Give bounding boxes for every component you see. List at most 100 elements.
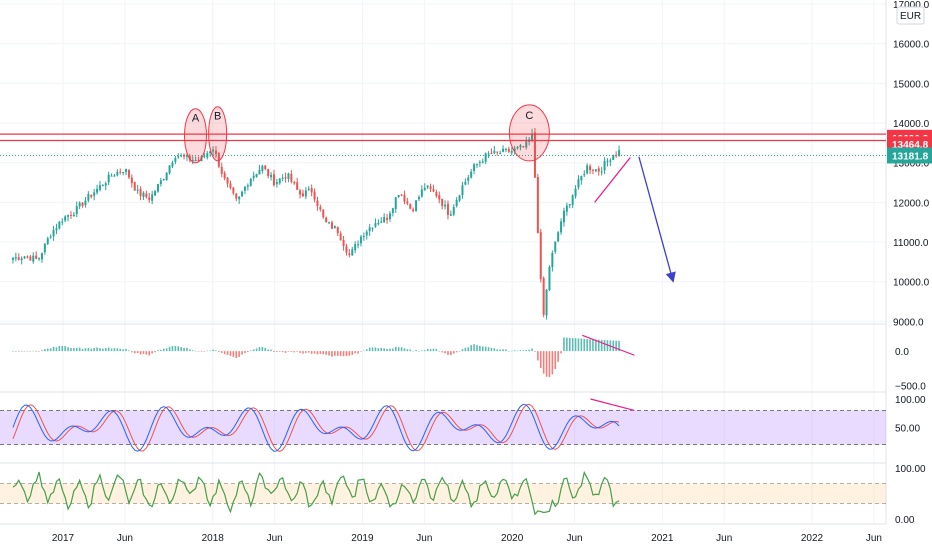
momentum-bar	[151, 351, 153, 354]
candle-body	[168, 165, 171, 174]
candle-body	[586, 165, 589, 174]
candle-body	[209, 151, 212, 154]
time-axis-tick-label: 2018	[202, 533, 225, 544]
candle-body	[548, 266, 551, 291]
momentum-bar	[423, 350, 426, 352]
candle-body	[72, 214, 75, 217]
momentum-bar	[612, 340, 615, 352]
momentum-bar	[316, 351, 319, 355]
candle-body	[104, 183, 107, 186]
momentum-bar	[133, 351, 136, 354]
momentum-bar	[577, 338, 580, 352]
candle-body	[560, 221, 563, 233]
candle-body	[145, 193, 148, 197]
candle-body	[470, 171, 473, 178]
candle-body	[90, 195, 93, 197]
momentum-bar	[334, 351, 336, 356]
momentum-bar	[84, 348, 87, 352]
candle-body	[212, 149, 215, 152]
momentum-bar	[209, 350, 211, 352]
candle-body	[142, 192, 145, 198]
momentum-bar	[32, 350, 35, 352]
momentum-bar	[348, 351, 351, 356]
momentum-bar	[197, 351, 200, 352]
support-trendline	[594, 157, 631, 203]
candle-body	[35, 255, 38, 259]
candle-body	[122, 171, 125, 174]
momentum-bar	[93, 347, 95, 352]
momentum-bar	[174, 346, 177, 352]
candle-body	[612, 155, 615, 161]
candle-body	[574, 188, 577, 197]
momentum-bar	[55, 347, 58, 352]
momentum-bar	[67, 347, 69, 352]
candle-body	[64, 216, 67, 221]
candle-body	[351, 249, 354, 256]
candle-body	[29, 256, 32, 261]
candle-body	[557, 232, 560, 242]
momentum-bar	[186, 347, 188, 352]
candle-body	[310, 188, 313, 193]
candle-body	[499, 152, 502, 154]
candle-body	[415, 200, 418, 211]
candle-body	[429, 186, 432, 189]
candle-body	[513, 148, 516, 152]
momentum-bar	[597, 339, 600, 352]
annotation-label-c: C	[525, 110, 533, 122]
momentum-bar	[467, 347, 470, 352]
momentum-bar	[595, 339, 597, 352]
momentum-bar	[305, 351, 307, 353]
candle-body	[249, 178, 252, 187]
currency-selector[interactable]: EUR	[896, 6, 925, 25]
candle-body	[594, 169, 597, 172]
candle-body	[426, 185, 429, 188]
candle-body	[246, 185, 249, 187]
momentum-bar	[342, 351, 345, 357]
candle-body	[423, 187, 426, 191]
momentum-bar	[296, 351, 298, 352]
candle-body	[101, 185, 104, 187]
momentum-bar	[215, 350, 217, 352]
momentum-bar	[583, 338, 586, 352]
candle-body	[333, 226, 336, 229]
annotation-ellipse-a	[183, 108, 207, 164]
momentum-bar	[606, 340, 609, 352]
momentum-bar	[244, 351, 246, 353]
candle-body	[502, 148, 505, 152]
candle-body	[516, 147, 519, 149]
candle-body	[409, 204, 412, 209]
price-axis-tick-label: 13000.0	[893, 159, 930, 170]
momentum-bar	[473, 344, 475, 352]
candle-body	[342, 240, 345, 247]
momentum-bar	[270, 349, 272, 352]
momentum-bar	[499, 349, 501, 352]
momentum-bar	[400, 347, 403, 352]
candle-body	[609, 160, 612, 162]
momentum-bar	[52, 346, 55, 352]
momentum-bar	[229, 351, 232, 356]
momentum-bar	[568, 337, 571, 352]
candle-body	[565, 205, 568, 212]
momentum-bar	[360, 351, 362, 352]
momentum-bar	[519, 350, 522, 352]
candle-body	[229, 183, 232, 188]
momentum-bar	[223, 351, 226, 355]
candle-body	[458, 195, 461, 201]
momentum-bar	[528, 349, 530, 352]
momentum-bar	[618, 340, 620, 352]
oscillator-axis-tick-label: 100.00	[895, 395, 926, 406]
momentum-bar	[73, 348, 75, 352]
candle-body	[304, 190, 307, 197]
momentum-bar	[357, 351, 359, 354]
rsi-axis-tick-label: 100.00	[895, 464, 926, 475]
candle-body	[591, 169, 594, 171]
momentum-bar	[380, 347, 383, 352]
momentum-bar	[392, 348, 394, 352]
momentum-bar	[539, 351, 542, 368]
candle-body	[40, 253, 43, 260]
price-label-tag	[887, 147, 932, 164]
candle-body	[180, 155, 183, 157]
momentum-bar	[29, 351, 32, 352]
candle-body	[243, 186, 246, 191]
